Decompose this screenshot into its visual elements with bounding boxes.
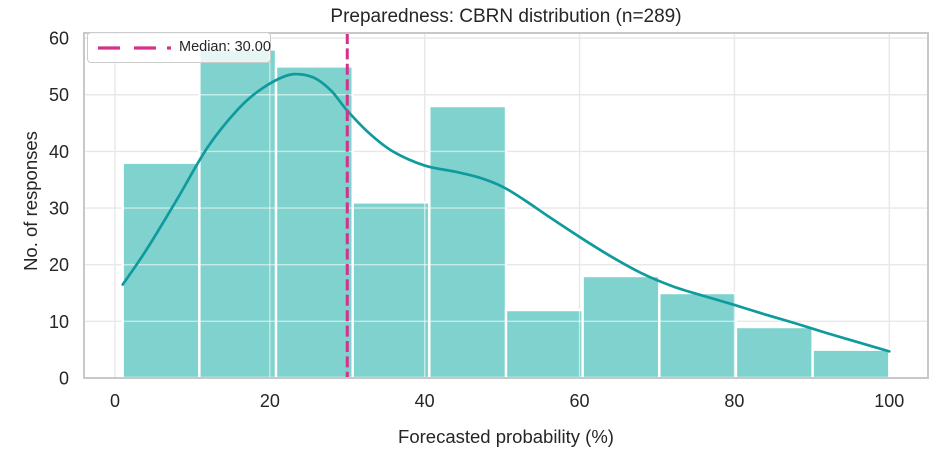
x-tick-label: 100 [874,391,904,411]
histogram-bar [658,291,738,380]
y-tick-label: 60 [49,29,69,49]
histogram-bar [351,201,431,380]
legend: Median: 30.00 [87,32,271,63]
y-tick-label: 0 [59,369,69,389]
histogram-bar [198,48,278,380]
plot-border [83,32,929,379]
x-tick-label: 60 [570,391,590,411]
x-tick-label: 20 [260,391,280,411]
histogram-bar [274,65,354,380]
legend-label: Median: 30.00 [179,39,271,55]
y-tick-label: 40 [49,142,69,162]
histogram-bar [428,104,508,380]
y-tick-label: 20 [49,255,69,275]
histogram-bar [581,274,661,380]
x-tick-label: 40 [415,391,435,411]
histogram-bar [734,325,814,380]
chart-title: Preparedness: CBRN distribution (n=289) [330,6,682,27]
histogram-bar [504,308,584,380]
median-line-sample [98,46,176,50]
y-axis-label: No. of responses [20,131,41,271]
histogram-bar [811,348,891,380]
x-tick-label: 80 [724,391,744,411]
x-axis-label: Forecasted probability (%) [398,426,614,447]
kde-curve [121,72,891,353]
y-tick-label: 30 [49,199,69,219]
x-tick-label: 0 [110,391,120,411]
y-tick-label: 10 [49,312,69,332]
y-tick-label: 50 [49,85,69,105]
